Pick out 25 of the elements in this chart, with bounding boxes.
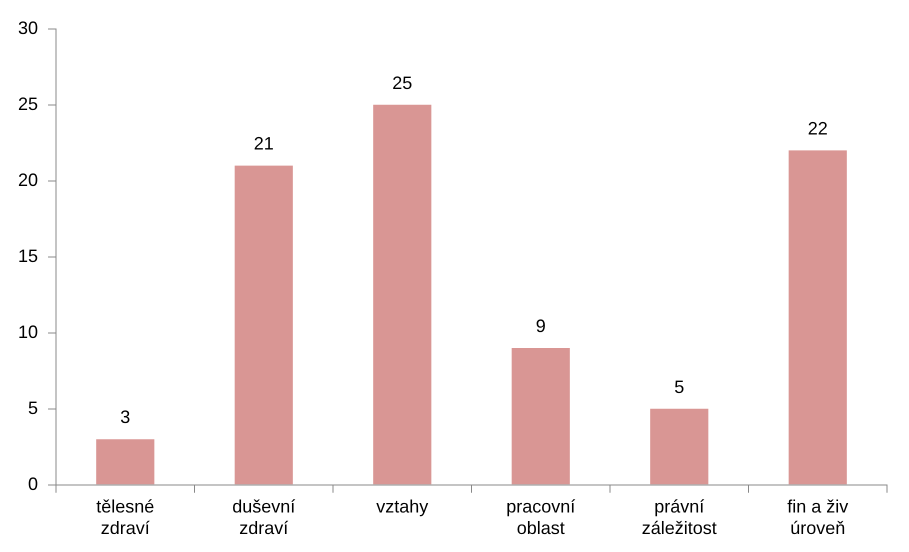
x-tick-label: právní záležitost xyxy=(642,496,717,538)
y-tick-label: 5 xyxy=(28,398,38,418)
x-tick-label: duševní zdraví xyxy=(232,496,296,538)
y-tick-label: 15 xyxy=(18,246,38,266)
data-label: 9 xyxy=(536,316,546,336)
data-label: 21 xyxy=(254,134,274,154)
y-tick-label: 0 xyxy=(28,474,38,494)
bar xyxy=(373,104,432,484)
y-tick-label: 10 xyxy=(18,322,38,342)
x-tick-label: vztahy xyxy=(376,496,428,517)
x-tick-label: tělesné zdraví xyxy=(96,496,154,538)
bar xyxy=(96,439,154,484)
bar xyxy=(788,150,847,484)
bar xyxy=(650,408,708,484)
y-tick-label: 25 xyxy=(18,94,38,114)
bar xyxy=(234,166,293,484)
y-tick-label: 30 xyxy=(18,18,38,38)
data-label: 25 xyxy=(392,72,412,93)
x-tick-label: pracovní oblast xyxy=(506,496,576,538)
x-tick-label: fin a živ úroveň xyxy=(787,496,848,538)
data-label: 3 xyxy=(120,407,130,428)
data-label: 22 xyxy=(808,118,828,138)
bar xyxy=(512,348,570,484)
y-tick-label: 20 xyxy=(18,170,38,190)
data-label: 5 xyxy=(674,376,684,397)
